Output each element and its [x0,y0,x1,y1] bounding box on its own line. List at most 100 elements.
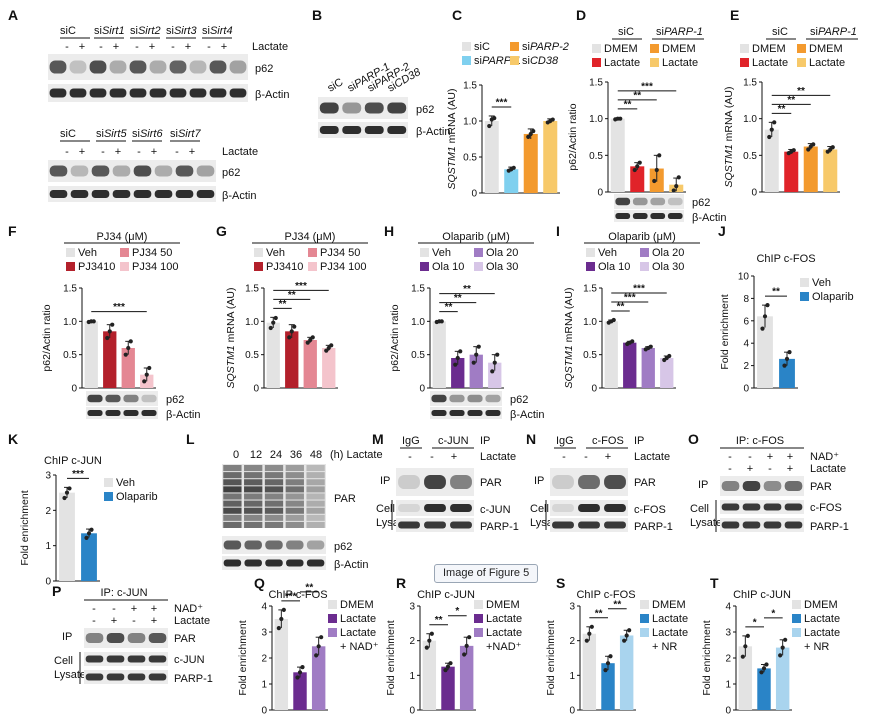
data-point [550,117,555,122]
blot-a2-p62-band [49,165,68,177]
blot-f-p62-band [105,394,121,403]
data-point [305,340,310,345]
y-tick-label: 0 [409,706,415,717]
data-point [622,638,627,643]
group-label: siC [60,25,76,37]
legend-item: Lactate [652,613,688,625]
data-point [492,116,497,121]
legend-item-swatch [474,248,483,257]
panel-O-target-band [763,503,782,511]
sign: - [728,451,732,463]
data-point [453,362,458,367]
treatment-label: Lactate [222,146,258,158]
data-point [648,344,653,349]
group-label: siC [772,26,788,38]
blot-l-par-smear [223,486,242,493]
data-point [587,631,592,636]
ip-header: IP [634,435,644,447]
data-point [782,363,787,368]
y-axis-label: SQSTM1 mRNA (AU) [446,89,458,190]
significance-label: ** [305,582,313,593]
blot-l-par-smear [223,479,242,486]
plus-sign: + [151,146,157,158]
band-label: β-Actin [166,409,200,421]
data-point [783,637,788,642]
bar-dmem [582,633,597,710]
legend-F: PJ34 (μM)Veh PJ34 50 PJ3410 PJ34 100 [64,231,180,273]
bar-lactate-nr [619,635,634,710]
legend-item: Lactate [486,627,522,639]
y-tick-label: 0 [253,384,259,395]
group-label: siSirt3 [166,25,197,37]
row-label: Lactate [174,615,210,627]
y-tick-label: 0 [569,706,575,717]
legend-item: DMEM [486,599,520,611]
legend-item-swatch [308,248,317,257]
cell-lysate-label: Cell [54,655,73,667]
ip-label: IP [534,475,544,487]
bar-pj34-50 [303,340,317,388]
panel-M-ip-target-band [398,504,420,512]
blot-l-par-smear [264,500,284,507]
panel-letter-E: E [730,7,739,23]
legend-item-swatch [640,262,649,271]
panel-O-par-band [784,481,803,491]
y-tick-label: 4 [261,602,267,613]
data-point [603,668,608,673]
significance-label: ** [787,95,795,106]
data-point [830,145,835,150]
panel-letter-J: J [718,223,726,239]
ip-header: c-FOS [592,435,624,447]
band-label: p62 [334,541,352,553]
band-label: p62 [510,394,528,406]
bar-sic-lactate [630,166,645,192]
data-point [531,128,536,134]
blot-b-p62-band [342,102,362,114]
panel-O-target-background [720,500,804,514]
y-tick-label: 0 [71,384,77,395]
significance-label: *** [624,293,636,304]
legend-item: Lactate [340,627,376,639]
data-point [762,314,768,319]
blot-l-par-smear [285,493,304,500]
chart-title: PJ34 (μM) [97,231,148,243]
band-label: p62 [166,394,184,406]
row-label: NAD⁺ [810,451,839,463]
data-point [126,345,131,351]
panel-M-par-band [424,475,446,489]
significance-label: ** [613,599,621,610]
blot-b-p62-band [364,102,384,114]
panel-P-target-band [148,655,167,663]
panel-O-parp1-band [763,521,782,529]
blot-l-par-smear [244,507,263,514]
y-tick-label: 1.0 [411,317,425,328]
blot-a-p62 [48,54,248,80]
legend-item: Veh [812,277,831,289]
y-axis-label: SQSTM1 mRNA (AU) [225,288,237,389]
sign: - [584,451,588,463]
ip-label: IP [698,479,708,491]
legend-H: Olaparib (μM) Veh Ola 20 Ola 10 Ola 30 [418,231,534,273]
blot-a2-actin-band [112,190,131,198]
band-label: β-Actin [510,409,544,421]
bar-veh [757,316,773,388]
plus-sign: + [113,41,119,53]
bar-sic-dmem [764,129,779,192]
blot-l-par-smear [223,521,242,528]
blot-a-p62-band [89,60,107,74]
significance-label: *** [295,281,307,292]
sign: + [131,603,137,615]
ip-header: IP: c-FOS [736,435,784,447]
band-label: c-JUN [174,654,205,666]
data-point [637,160,642,165]
blot-l-par-smear [285,472,304,479]
panel-M-parp1-band [398,521,420,529]
data-point [455,355,460,361]
data-point [769,127,774,132]
band-label: PARP-1 [480,521,519,533]
data-point [528,131,533,137]
legend-item-swatch [740,58,749,67]
blot-l-par-smear [306,521,325,528]
blot-b-actin [318,122,408,138]
bar-veh [604,321,618,388]
